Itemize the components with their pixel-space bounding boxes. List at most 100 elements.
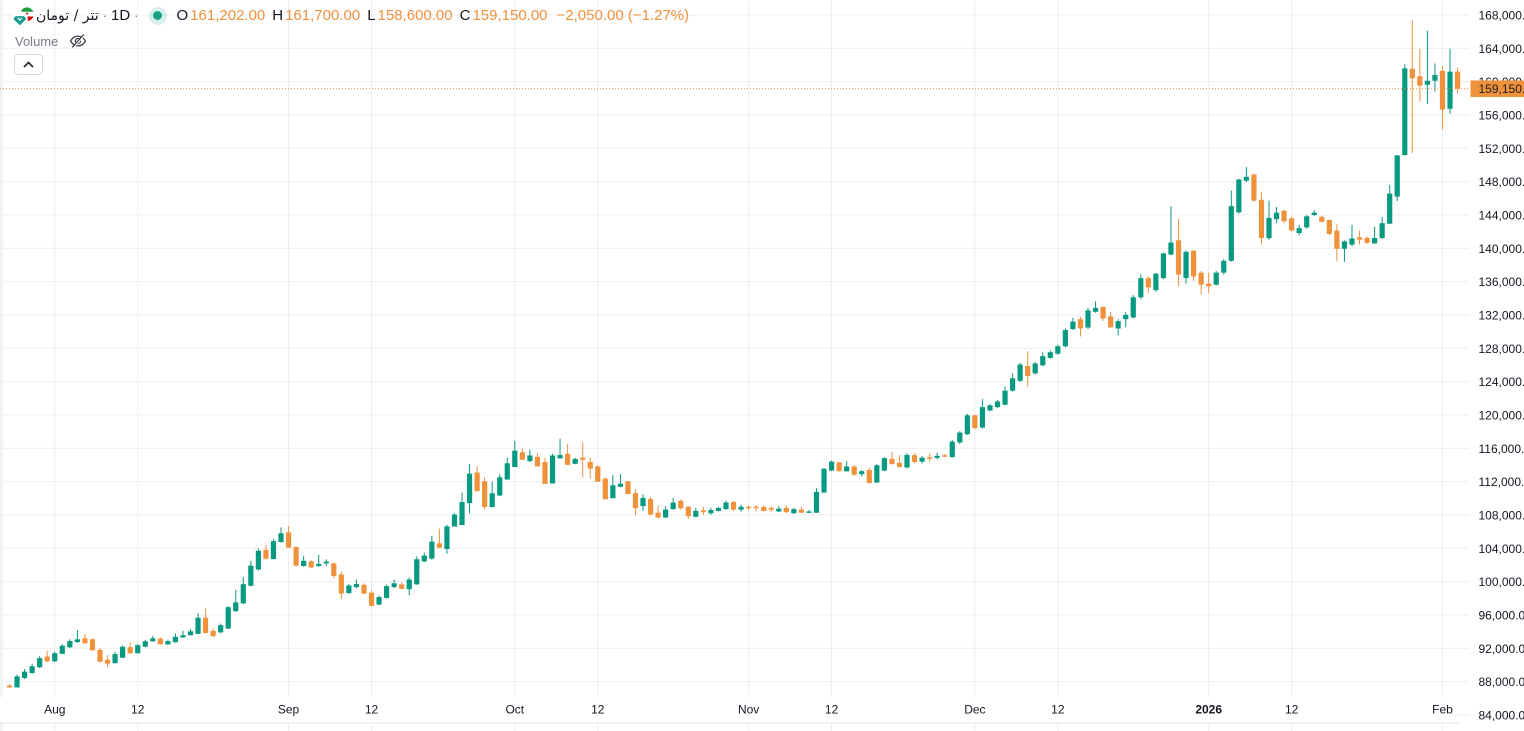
candle-body[interactable] bbox=[1281, 210, 1287, 222]
candle-body[interactable] bbox=[391, 583, 397, 588]
candle-body[interactable] bbox=[361, 584, 367, 594]
price-axis-label[interactable]: 84,000.00 bbox=[1479, 708, 1524, 722]
price-axis-label[interactable]: 140,000.00 bbox=[1479, 242, 1524, 256]
candle-body[interactable] bbox=[836, 462, 842, 472]
candle-body[interactable] bbox=[263, 549, 269, 559]
candle-body[interactable] bbox=[1273, 212, 1280, 220]
candle-body[interactable] bbox=[1304, 216, 1310, 228]
candle-body[interactable] bbox=[210, 630, 216, 637]
candle-body[interactable] bbox=[828, 461, 835, 471]
candle-body[interactable] bbox=[120, 646, 126, 658]
candle-body[interactable] bbox=[979, 407, 986, 428]
candle-body[interactable] bbox=[1387, 193, 1393, 224]
candle-body[interactable] bbox=[1123, 314, 1129, 320]
candle-body[interactable] bbox=[738, 506, 744, 510]
candle-body[interactable] bbox=[165, 641, 171, 645]
candle-body[interactable] bbox=[987, 405, 993, 411]
candle-body[interactable] bbox=[225, 607, 231, 629]
candle-body[interactable] bbox=[421, 555, 427, 562]
candle-body[interactable] bbox=[346, 585, 352, 594]
time-axis-label[interactable]: Aug bbox=[44, 703, 65, 717]
candle-body[interactable] bbox=[195, 617, 201, 634]
candle-body[interactable] bbox=[1228, 206, 1234, 261]
candle-body[interactable] bbox=[798, 509, 805, 513]
candle-body[interactable] bbox=[157, 638, 163, 645]
symbol-title[interactable]: تتر / تومان bbox=[36, 7, 99, 24]
candle-body[interactable] bbox=[519, 452, 525, 460]
candle-body[interactable] bbox=[859, 471, 865, 475]
candle-body[interactable] bbox=[896, 462, 903, 467]
candle-body[interactable] bbox=[934, 455, 940, 458]
candle-body[interactable] bbox=[240, 584, 246, 604]
candle-body[interactable] bbox=[293, 547, 299, 566]
candle-body[interactable] bbox=[806, 511, 812, 513]
candle-body[interactable] bbox=[1009, 378, 1016, 391]
candle-body[interactable] bbox=[1402, 68, 1408, 156]
candle-body[interactable] bbox=[285, 532, 292, 548]
price-axis-label[interactable]: 156,000.00 bbox=[1479, 108, 1524, 122]
candle-body[interactable] bbox=[678, 500, 684, 509]
candle-body[interactable] bbox=[444, 526, 450, 549]
price-axis-label[interactable]: 104,000.00 bbox=[1479, 542, 1524, 556]
candle-body[interactable] bbox=[580, 457, 586, 460]
candle-body[interactable] bbox=[67, 641, 73, 648]
candle-body[interactable] bbox=[135, 645, 141, 654]
candle-body[interactable] bbox=[753, 506, 759, 509]
candle-body[interactable] bbox=[730, 502, 737, 510]
candle-body[interactable] bbox=[1326, 219, 1332, 235]
price-axis-label[interactable]: 132,000.00 bbox=[1479, 308, 1524, 322]
candle-body[interactable] bbox=[429, 541, 435, 559]
candle-body[interactable] bbox=[1243, 176, 1249, 181]
candle-body[interactable] bbox=[301, 560, 307, 567]
candle-body[interactable] bbox=[406, 579, 412, 590]
price-axis-label[interactable]: 164,000.00 bbox=[1479, 42, 1524, 56]
candle-body[interactable] bbox=[150, 638, 156, 642]
candle-body[interactable] bbox=[1266, 217, 1272, 239]
time-axis-label[interactable]: 12 bbox=[365, 703, 379, 717]
candle-body[interactable] bbox=[112, 654, 118, 664]
candle-body[interactable] bbox=[723, 502, 729, 510]
candle-body[interactable] bbox=[647, 498, 654, 515]
candle-body[interactable] bbox=[761, 506, 767, 511]
candle-body[interactable] bbox=[474, 472, 480, 492]
candle-body[interactable] bbox=[104, 659, 111, 664]
candle-body[interactable] bbox=[670, 502, 676, 510]
candle-body[interactable] bbox=[549, 455, 556, 484]
price-axis-label[interactable]: 124,000.00 bbox=[1479, 375, 1524, 389]
candle-body[interactable] bbox=[21, 671, 28, 678]
candle-body[interactable] bbox=[866, 469, 872, 483]
candle-body[interactable] bbox=[587, 462, 593, 469]
candle-body[interactable] bbox=[821, 468, 827, 493]
candle-body[interactable] bbox=[180, 635, 186, 638]
candle-body[interactable] bbox=[399, 584, 405, 589]
candle-body[interactable] bbox=[248, 565, 254, 586]
price-axis-label[interactable]: 168,000.00 bbox=[1479, 8, 1524, 22]
candle-body[interactable] bbox=[1168, 242, 1174, 255]
candle-body[interactable] bbox=[972, 415, 978, 429]
candle-body[interactable] bbox=[715, 507, 722, 511]
time-axis-label[interactable]: 2026 bbox=[1195, 703, 1222, 717]
candle-body[interactable] bbox=[1077, 319, 1084, 329]
candle-body[interactable] bbox=[1153, 273, 1159, 291]
candle-body[interactable] bbox=[1055, 346, 1061, 354]
candle-body[interactable] bbox=[89, 639, 96, 651]
candle-body[interactable] bbox=[384, 586, 390, 598]
candle-body[interactable] bbox=[542, 462, 548, 484]
candle-body[interactable] bbox=[74, 639, 80, 643]
candle-body[interactable] bbox=[97, 649, 103, 662]
candle-body[interactable] bbox=[1258, 199, 1265, 239]
candle-body[interactable] bbox=[255, 550, 261, 570]
candle-body[interactable] bbox=[187, 631, 194, 636]
candle-body[interactable] bbox=[881, 458, 887, 471]
candle-body[interactable] bbox=[82, 638, 88, 644]
candle-body[interactable] bbox=[1017, 364, 1023, 381]
candle-body[interactable] bbox=[202, 617, 209, 634]
candle-body[interactable] bbox=[1115, 321, 1121, 329]
candle-body[interactable] bbox=[451, 514, 458, 527]
time-axis-label[interactable]: 12 bbox=[591, 703, 605, 717]
candle-body[interactable] bbox=[1334, 230, 1340, 249]
candle-body[interactable] bbox=[1394, 155, 1400, 197]
candle-body[interactable] bbox=[602, 478, 608, 500]
candle-body[interactable] bbox=[1108, 316, 1114, 328]
candle-body[interactable] bbox=[308, 561, 314, 568]
